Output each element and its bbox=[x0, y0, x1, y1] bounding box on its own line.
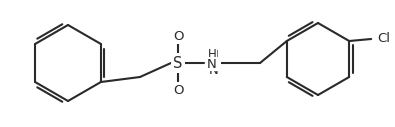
Text: H
N: H N bbox=[209, 49, 219, 77]
Text: S: S bbox=[173, 55, 182, 70]
Text: O: O bbox=[173, 29, 183, 43]
Text: N: N bbox=[207, 58, 217, 70]
Text: Cl: Cl bbox=[377, 33, 390, 45]
Text: H: H bbox=[208, 49, 216, 61]
Text: O: O bbox=[173, 83, 183, 97]
